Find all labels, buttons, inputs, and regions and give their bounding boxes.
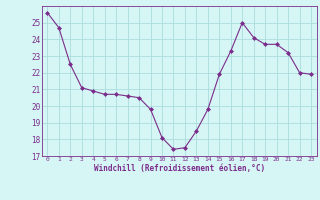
X-axis label: Windchill (Refroidissement éolien,°C): Windchill (Refroidissement éolien,°C) [94,164,265,173]
